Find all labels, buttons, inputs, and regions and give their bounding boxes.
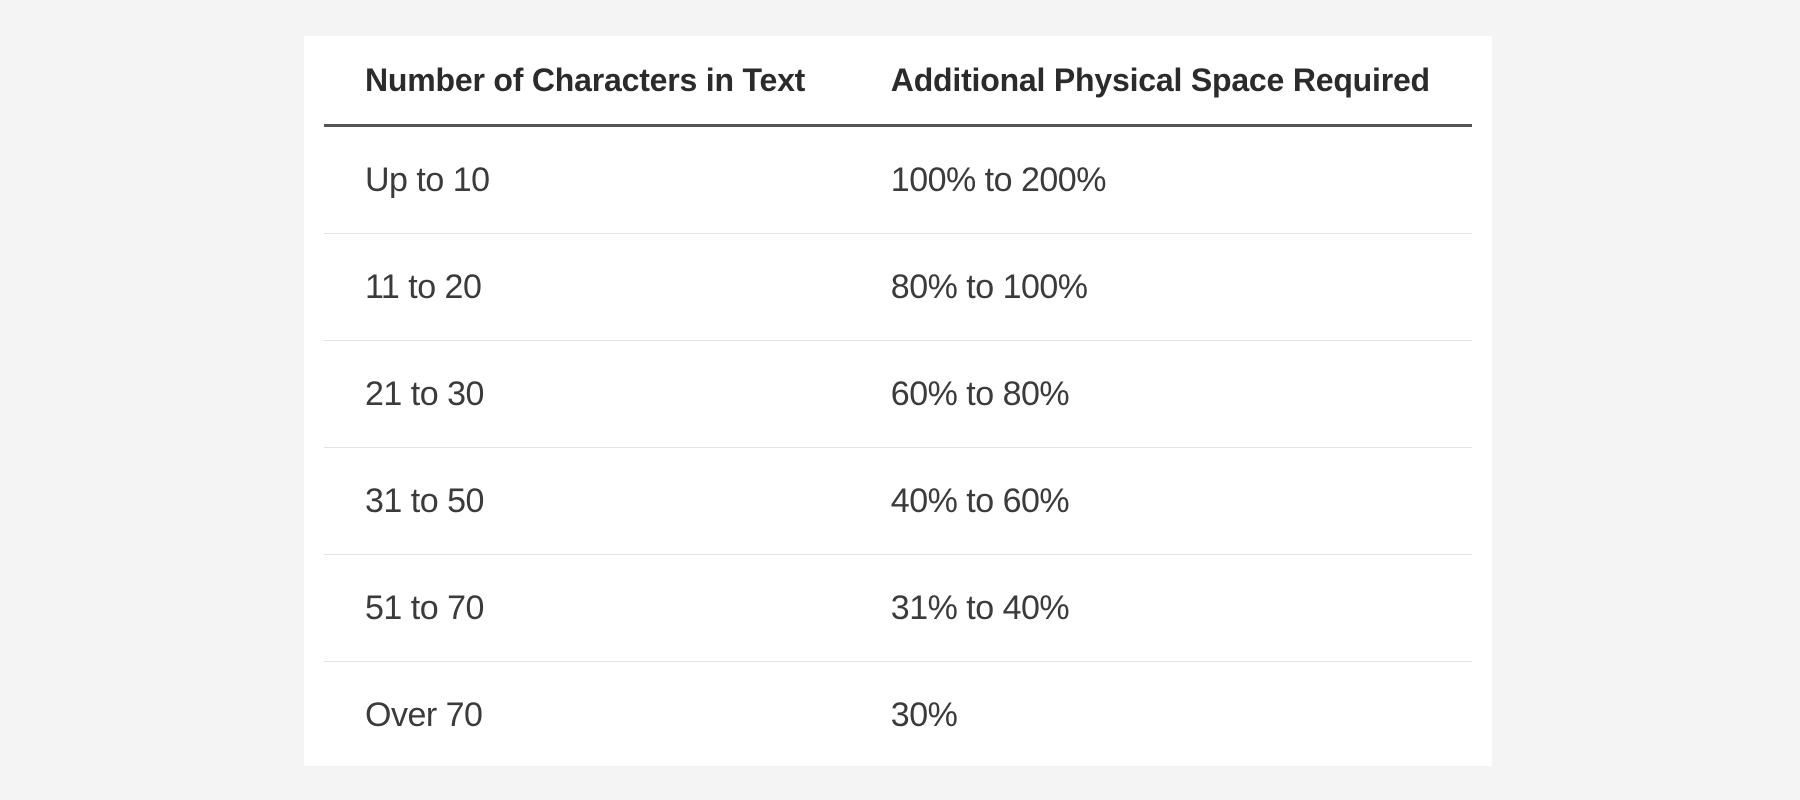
table-cell: Over 70 (365, 695, 483, 734)
table-cell: 31% to 40% (849, 554, 1472, 662)
table-card: Number of Characters in Text Additional … (304, 36, 1492, 766)
table-row: 51 to 70 31% to 40% (324, 554, 1472, 662)
table-body: Up to 10 100% to 200% 11 to 20 80% to 100% 2… (324, 125, 1472, 769)
table-cell: 80% to 100% (849, 233, 1472, 341)
table-row: Up to 10 100% to 200% (324, 125, 1472, 234)
table-row: 11 to 20 80% to 100% (324, 233, 1472, 341)
table-row: 21 to 30 60% to 80% (324, 340, 1472, 448)
col-header-space-required: Additional Physical Space Required (849, 36, 1472, 127)
table-cell: 100% to 200% (849, 125, 1472, 234)
table-cell: 31 to 50 (324, 447, 850, 555)
table-cell: 11 to 20 (324, 233, 850, 341)
table-cell: 30% (890, 695, 958, 734)
space-requirements-table: Number of Characters in Text Additional … (324, 36, 1472, 768)
table-header-row: Number of Characters in Text Additional … (324, 36, 1472, 127)
table-cell: 40% to 60% (849, 447, 1472, 555)
table-cell: 60% to 80% (849, 340, 1472, 448)
table-row: Over 70 30% (324, 662, 1472, 769)
table-cell: 21 to 30 (324, 340, 850, 448)
col-header-characters: Number of Characters in Text (324, 36, 850, 127)
table-cell: Up to 10 (324, 125, 850, 234)
table-row: 31 to 50 40% to 60% (324, 447, 1472, 555)
table-cell: 51 to 70 (324, 554, 850, 662)
